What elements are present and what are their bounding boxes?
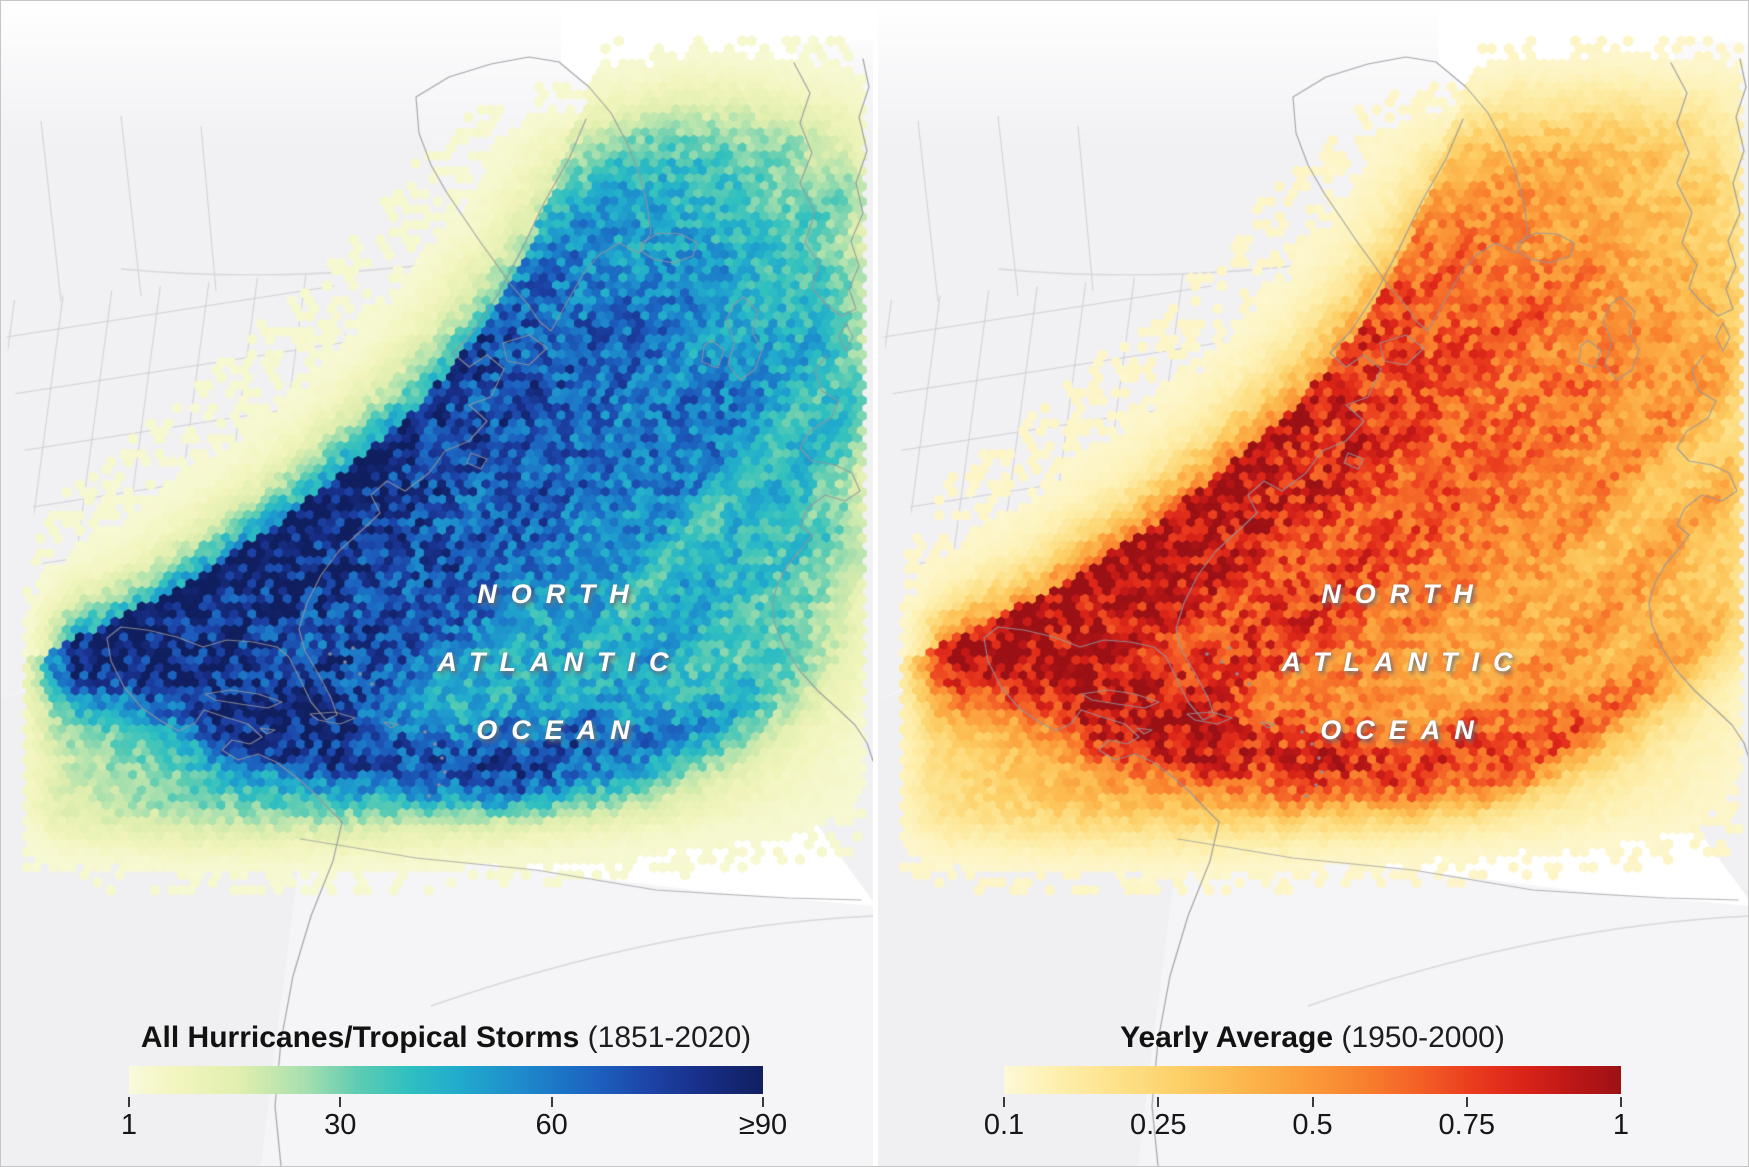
yearly-average-storm-density-map [878, 1, 1748, 1166]
colorbar-tick-mark [1157, 1097, 1160, 1107]
colorbar-tick-mark [1465, 1097, 1468, 1107]
colorbar-tick-label: 1 [120, 1109, 138, 1141]
colorbar-gradient [129, 1066, 763, 1094]
legend-all-hurricanes: All Hurricanes/Tropical Storms (1851-202… [121, 1021, 787, 1149]
colorbar-tick-label: 0.25 [1130, 1109, 1187, 1141]
legend-title-main: Yearly Average [1120, 1021, 1334, 1054]
colorbar-tick-mark [762, 1097, 764, 1107]
colorbar-tick-mark [1311, 1097, 1314, 1107]
colorbar-ticks: 1 30 60 ≥90 [121, 1094, 787, 1149]
legend-title: Yearly Average (1950-2000) [1004, 1021, 1621, 1055]
colorbar-tick-mark [1003, 1097, 1005, 1107]
legend-title-range: (1950-2000) [1333, 1021, 1505, 1054]
colorbar-gradient [1004, 1066, 1621, 1094]
colorbar-tick-label: 30 [324, 1109, 357, 1141]
legend-title-range: (1851-2020) [579, 1021, 752, 1054]
colorbar-tick-label: 1 [1612, 1109, 1630, 1141]
legend-yearly-average: Yearly Average (1950-2000) 0.1 0.25 0.5 0.7… [984, 1021, 1629, 1149]
colorbar-tick-mark [339, 1097, 342, 1107]
colorbar-tick-label: 60 [535, 1109, 568, 1141]
colorbar-tick-mark [128, 1097, 130, 1107]
colorbar-ticks: 0.1 0.25 0.5 0.75 1 [984, 1094, 1629, 1149]
legend-title: All Hurricanes/Tropical Storms (1851-202… [129, 1021, 763, 1055]
legend-title-main: All Hurricanes/Tropical Storms [140, 1021, 580, 1054]
colorbar-tick-mark [1620, 1097, 1622, 1107]
colorbar-tick-label: 0.5 [1292, 1109, 1333, 1141]
colorbar-tick-label: ≥90 [738, 1109, 788, 1141]
colorbar-tick-label: 0.75 [1438, 1109, 1495, 1141]
colorbar-tick-mark [550, 1097, 553, 1107]
colorbar-tick-label: 0.1 [983, 1109, 1025, 1141]
historical-storm-density-map [1, 1, 873, 1166]
